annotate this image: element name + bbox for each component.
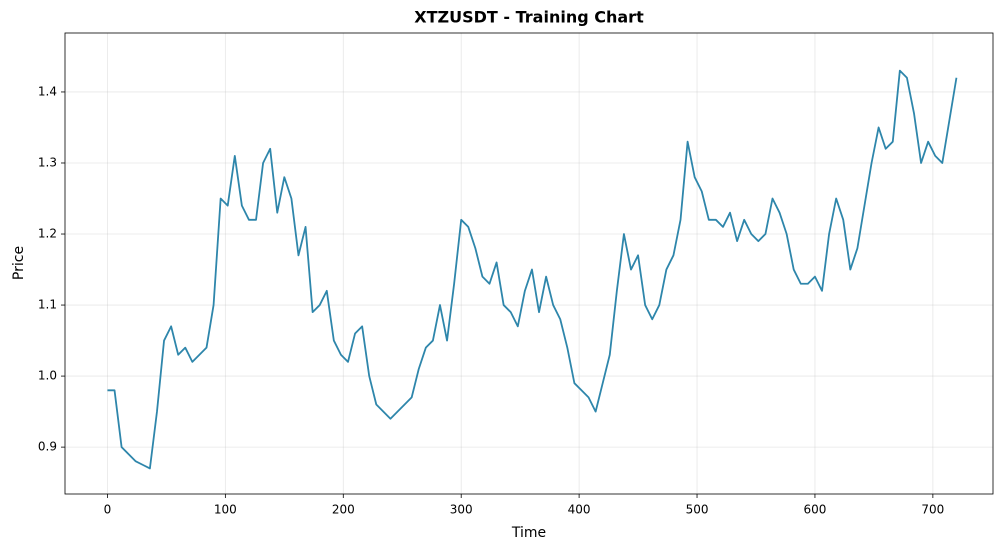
- x-tick-label: 0: [104, 503, 112, 517]
- plot-frame: [64, 32, 994, 495]
- x-tick-label: 700: [921, 503, 944, 517]
- y-tick-label: 1.1: [38, 298, 57, 312]
- x-tick-label: 600: [803, 503, 826, 517]
- y-tick-label: 1.3: [38, 155, 57, 169]
- x-tick-label: 500: [686, 503, 709, 517]
- y-tick-label: 1.0: [38, 369, 57, 383]
- line: [107, 69, 958, 470]
- x-tick-label: 400: [568, 503, 591, 517]
- x-axis-label: Time: [511, 525, 546, 541]
- x-tick-label: 300: [450, 503, 473, 517]
- y-tick-label: 1.2: [38, 227, 57, 241]
- y-tick-label: 0.9: [38, 440, 57, 454]
- y-tick-label: 1.4: [38, 84, 57, 98]
- x-tick-label: 200: [332, 503, 355, 517]
- y-axis-label: Price: [11, 246, 27, 280]
- x-tick-label: 100: [214, 503, 237, 517]
- chart-title: XTZUSDT - Training Chart: [414, 8, 644, 27]
